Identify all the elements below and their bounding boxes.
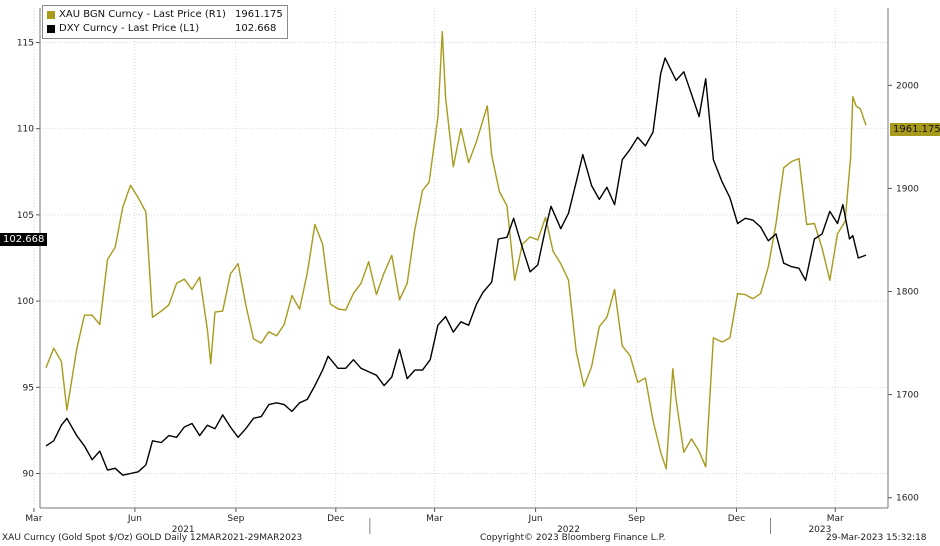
series-lines xyxy=(45,31,867,476)
chart-footer: XAU Curncy (Gold Spot $/Oz) GOLD Daily 1… xyxy=(0,533,940,546)
footer-timestamp: 29-Mar-2023 15:32:18 xyxy=(826,533,927,543)
x-tick-label-8: Mar xyxy=(827,514,844,524)
x-tick-label-6: Sep xyxy=(628,514,645,524)
right-last-value-tag: 1961.175 xyxy=(890,123,940,136)
x-tick-label-2: Sep xyxy=(227,514,244,524)
x-year-label-2: 2023 xyxy=(808,525,831,535)
year-separators xyxy=(369,518,771,534)
left-last-value-tag: 102.668 xyxy=(0,233,48,246)
legend-swatch-dxy xyxy=(47,25,55,33)
legend-value-dxy: 102.668 xyxy=(235,23,277,34)
left-tick-label-5: 115 xyxy=(17,38,34,48)
series-line-dxy xyxy=(45,57,867,476)
left-tick-label-0: 90 xyxy=(23,470,35,480)
x-tick-label-5: Jun xyxy=(528,514,543,524)
axes xyxy=(33,8,892,512)
legend-label-dxy: DXY Curncy - Last Price (L1) xyxy=(59,23,200,34)
legend-swatch-gold xyxy=(47,11,55,19)
series-line-gold xyxy=(45,31,867,470)
footer-copyright: Copyright© 2023 Bloomberg Finance L.P. xyxy=(480,533,666,543)
right-tick-label-2: 1800 xyxy=(896,288,919,298)
x-tick-label-3: Dec xyxy=(327,514,344,524)
right-tick-label-0: 1600 xyxy=(896,494,919,504)
footer-left-text: XAU Curncy (Gold Spot $/Oz) GOLD Daily 1… xyxy=(2,533,303,543)
x-tick-label-1: Jun xyxy=(127,514,142,524)
legend-entry-gold: XAU BGN Curncy - Last Price (R1) 1961.17… xyxy=(47,8,283,22)
x-year-label-0: 2021 xyxy=(172,525,195,535)
x-year-label-1: 2022 xyxy=(557,525,580,535)
grid-lines xyxy=(33,8,888,508)
legend-value-gold: 1961.175 xyxy=(235,9,283,20)
left-tick-label-2: 100 xyxy=(17,297,34,307)
right-tick-label-3: 1900 xyxy=(896,184,919,194)
x-tick-label-0: Mar xyxy=(25,514,42,524)
x-tick-label-4: Mar xyxy=(426,514,443,524)
right-tick-label-1: 1700 xyxy=(896,391,919,401)
left-tick-label-1: 95 xyxy=(23,383,34,393)
chart-legend: XAU BGN Curncy - Last Price (R1) 1961.17… xyxy=(42,5,288,39)
legend-label-gold: XAU BGN Curncy - Last Price (R1) xyxy=(59,9,226,20)
legend-entry-dxy: DXY Curncy - Last Price (L1) 102.668 xyxy=(47,22,283,36)
left-tick-label-4: 110 xyxy=(17,125,34,135)
tick-labels: Mar Jun Sep Dec Mar Jun Sep Dec Mar 2021 2022 2023 9… xyxy=(17,38,919,535)
right-tick-label-4: 2000 xyxy=(896,81,919,91)
x-tick-label-7: Dec xyxy=(728,514,745,524)
left-tick-label-3: 105 xyxy=(17,211,34,221)
